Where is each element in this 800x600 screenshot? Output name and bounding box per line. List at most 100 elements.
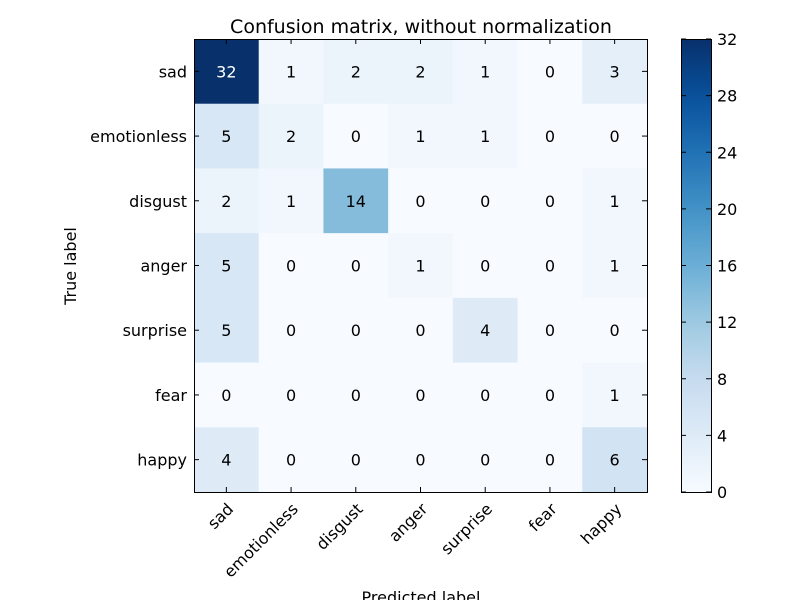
heatmap-cell xyxy=(452,39,519,105)
heatmap-cell xyxy=(452,233,519,299)
heatmap-cell xyxy=(452,168,519,234)
colorbar-tick-label: 32 xyxy=(717,30,737,49)
heatmap-cell xyxy=(452,362,519,428)
cell-value-label: 0 xyxy=(545,321,555,340)
heatmap-cell xyxy=(194,427,260,493)
heatmap-cell xyxy=(323,233,389,299)
heatmap-cell-labels: 32 1 2 2 1 0 35 2 0 1 1 0 02 1 14 0 0 0 15 0 0 1 0 0 15 0 0 0 4 0 00 0 0… xyxy=(216,62,620,469)
cell-value-label: 1 xyxy=(610,257,620,276)
heatmap-cell xyxy=(388,39,454,105)
cell-value-label: 1 xyxy=(610,192,620,211)
cell-value-label: 5 xyxy=(221,321,231,340)
cell-value-label: 6 xyxy=(610,451,620,470)
heatmap-cell xyxy=(258,297,324,364)
cell-value-label: 1 xyxy=(415,127,425,146)
heatmap-cell xyxy=(452,427,519,493)
y-axis-ticks: sad emotionless disgust anger surprise fear ha… xyxy=(90,62,647,470)
chart-title: Confusion matrix, without normalization xyxy=(230,16,612,38)
colorbar-tick-label: 20 xyxy=(717,200,737,219)
heatmap-cell xyxy=(323,168,389,234)
colorbar-tick-label: 12 xyxy=(717,313,737,332)
y-tick-label: sad xyxy=(159,62,187,81)
heatmap-cell xyxy=(258,362,324,428)
cell-value-label: 2 xyxy=(221,192,231,211)
cell-value-label: 0 xyxy=(286,451,296,470)
cell-value-label: 0 xyxy=(286,386,296,405)
heatmap-cell xyxy=(517,39,583,105)
cell-value-label: 0 xyxy=(610,321,620,340)
cell-value-label: 1 xyxy=(610,386,620,405)
cell-value-label: 0 xyxy=(286,257,296,276)
colorbar-tick-label: 24 xyxy=(717,143,737,162)
cell-value-label: 14 xyxy=(346,192,366,211)
cell-value-label: 0 xyxy=(415,386,425,405)
cell-value-label: 3 xyxy=(610,62,620,81)
cell-value-label: 4 xyxy=(480,321,490,340)
cell-value-label: 0 xyxy=(610,127,620,146)
heatmap-cell xyxy=(258,39,324,105)
heatmap-cell xyxy=(323,427,389,493)
cell-value-label: 0 xyxy=(415,451,425,470)
heatmap-cell xyxy=(582,362,648,428)
cell-value-label: 2 xyxy=(351,62,361,81)
heatmap-cell xyxy=(582,297,648,364)
cell-value-label: 1 xyxy=(480,62,490,81)
heatmap-cell xyxy=(517,362,583,428)
cell-value-label: 0 xyxy=(351,451,361,470)
heatmap-cell xyxy=(194,233,260,299)
heatmap-cell xyxy=(452,297,519,364)
heatmap-cell xyxy=(582,103,648,169)
cell-value-label: 0 xyxy=(545,451,555,470)
cell-value-label: 0 xyxy=(351,321,361,340)
y-tick-label: emotionless xyxy=(90,127,187,146)
cell-value-label: 0 xyxy=(351,127,361,146)
heatmap-cell xyxy=(388,427,454,493)
x-tick-label: disgust xyxy=(312,499,366,553)
cell-value-label: 0 xyxy=(480,386,490,405)
cell-value-label: 5 xyxy=(221,257,231,276)
cell-value-label: 0 xyxy=(351,386,361,405)
cell-value-label: 0 xyxy=(545,127,555,146)
x-tick-label: anger xyxy=(385,499,432,546)
cell-value-label: 4 xyxy=(221,451,231,470)
x-tick-label: surprise xyxy=(437,499,496,558)
heatmap-cell xyxy=(323,297,389,364)
cell-value-label: 2 xyxy=(415,62,425,81)
heatmap-cell xyxy=(323,39,389,105)
colorbar-tick-label: 4 xyxy=(717,426,727,445)
heatmap-cell xyxy=(517,427,583,493)
x-tick-label: sad xyxy=(204,499,237,532)
y-tick-label: anger xyxy=(140,257,187,276)
heatmap-cell xyxy=(194,103,260,169)
heatmap-cell xyxy=(258,168,324,234)
cell-value-label: 1 xyxy=(286,62,296,81)
heatmap-cell xyxy=(517,103,583,169)
colorbar: 0 4 8 12 16 20 24 28 32 xyxy=(681,30,737,502)
cell-value-label: 0 xyxy=(415,192,425,211)
heatmap-cell xyxy=(582,39,648,105)
cell-value-label: 0 xyxy=(480,192,490,211)
colorbar-tick-label: 16 xyxy=(717,257,737,276)
y-axis-label: True label xyxy=(61,227,80,306)
heatmap-cell xyxy=(194,297,260,364)
heatmap-cell xyxy=(323,362,389,428)
y-tick-label: surprise xyxy=(123,321,187,340)
heatmap-cell xyxy=(517,297,583,364)
cell-value-label: 0 xyxy=(545,62,555,81)
heatmap-cell xyxy=(582,427,648,493)
colorbar-ticks: 0 4 8 12 16 20 24 28 32 xyxy=(681,30,737,502)
cell-value-label: 0 xyxy=(480,451,490,470)
cell-value-label: 1 xyxy=(286,192,296,211)
colorbar-tick-label: 8 xyxy=(717,370,727,389)
heatmap-cell xyxy=(194,168,260,234)
cell-value-label: 0 xyxy=(480,257,490,276)
heatmap-cell xyxy=(452,103,519,169)
x-tick-label: fear xyxy=(525,499,561,535)
colorbar-tick-label: 28 xyxy=(717,87,737,106)
heatmap-cell xyxy=(517,168,583,234)
heatmap-cell xyxy=(582,233,648,299)
cell-value-label: 2 xyxy=(286,127,296,146)
heatmap-cell xyxy=(258,427,324,493)
cell-value-label: 0 xyxy=(545,386,555,405)
